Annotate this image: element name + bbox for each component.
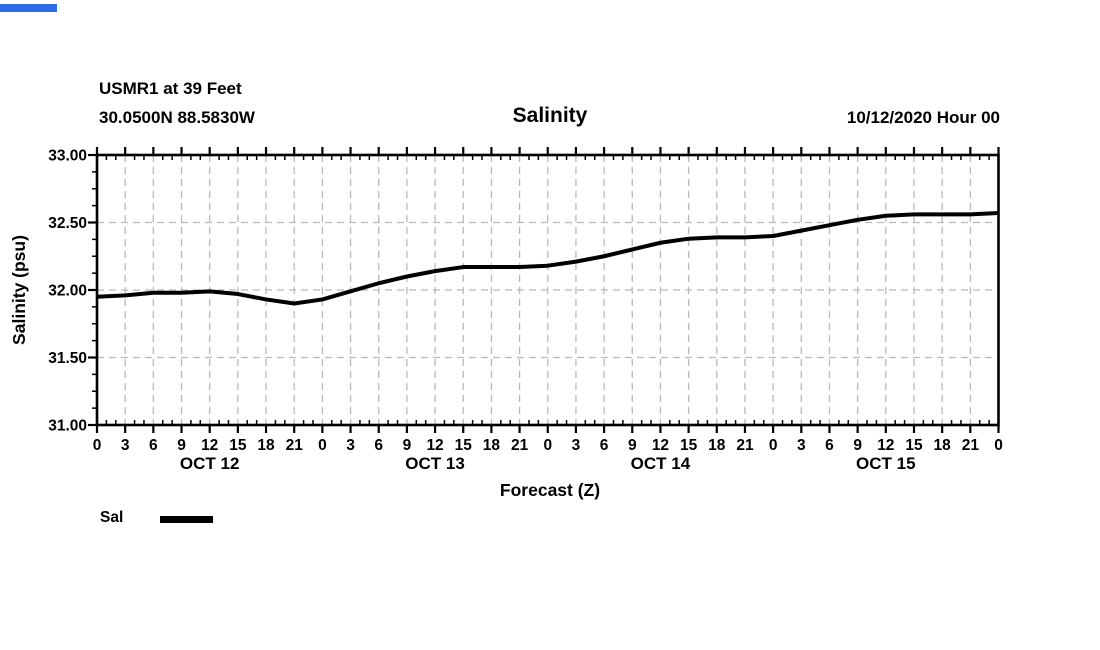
y-tick-label: 31.00 [48,418,87,435]
x-tick-label: 3 [121,437,130,454]
x-tick-label: 3 [572,437,581,454]
x-tick-label: 12 [426,437,443,454]
x-tick-label: 0 [93,437,102,454]
day-label: OCT 14 [631,454,691,473]
x-tick-label: 21 [962,437,980,454]
x-tick-label: 12 [877,437,894,454]
x-tick-label: 15 [905,437,923,454]
x-tick-label: 21 [511,437,529,454]
day-label: OCT 15 [856,454,916,473]
x-tick-label: 0 [769,437,778,454]
x-tick-label: 3 [346,437,355,454]
x-tick-label: 9 [403,437,412,454]
x-tick-label: 6 [600,437,609,454]
x-tick-label: 9 [177,437,186,454]
x-tick-label: 6 [374,437,383,454]
y-axis-title: Salinity (psu) [9,235,29,345]
legend-label: Sal [100,509,124,526]
plot-border [95,153,1000,427]
page-title: Salinity [512,104,588,127]
x-tick-label: 18 [934,437,952,454]
x-tick-label: 18 [708,437,726,454]
x-tick-label: 15 [680,437,698,454]
x-tick-label: 15 [229,437,247,454]
y-tick-label: 31.50 [48,350,87,367]
x-tick-label: 18 [483,437,501,454]
day-label: OCT 13 [405,454,465,473]
x-tick-label: 15 [455,437,473,454]
legend-line-swatch [160,516,213,523]
station-coordinates: 30.0500N 88.5830W [99,108,255,127]
x-tick-label: 12 [652,437,669,454]
x-tick-label: 6 [825,437,834,454]
x-tick-label: 12 [201,437,218,454]
y-tick-label: 32.00 [48,283,87,300]
x-axis-title: Forecast (Z) [500,480,600,500]
x-tick-label: 9 [853,437,862,454]
x-tick-label: 21 [736,437,754,454]
x-tick-label: 6 [149,437,158,454]
y-tick-label: 33.00 [48,148,87,165]
x-tick-label: 18 [257,437,275,454]
day-label: OCT 12 [180,454,240,473]
x-tick-label: 9 [628,437,637,454]
x-tick-label: 0 [994,437,1003,454]
top-left-blue-bar [0,4,57,12]
model-run-info: 10/12/2020 Hour 00 [846,108,1000,127]
x-tick-label: 0 [318,437,327,454]
x-tick-label: 3 [797,437,806,454]
x-tick-label: 0 [543,437,552,454]
station-name: USMR1 at 39 Feet [99,79,242,98]
salinity-series-line [96,211,999,306]
y-tick-label: 32.50 [48,215,87,232]
x-tick-label: 21 [286,437,304,454]
chart-plot-area: 0 3 6 9 12 15 18 21 0 3 6 9 12 15 18 21 0 3 6 9 12 15 18 21 0 3 6 9… [48,147,1003,473]
